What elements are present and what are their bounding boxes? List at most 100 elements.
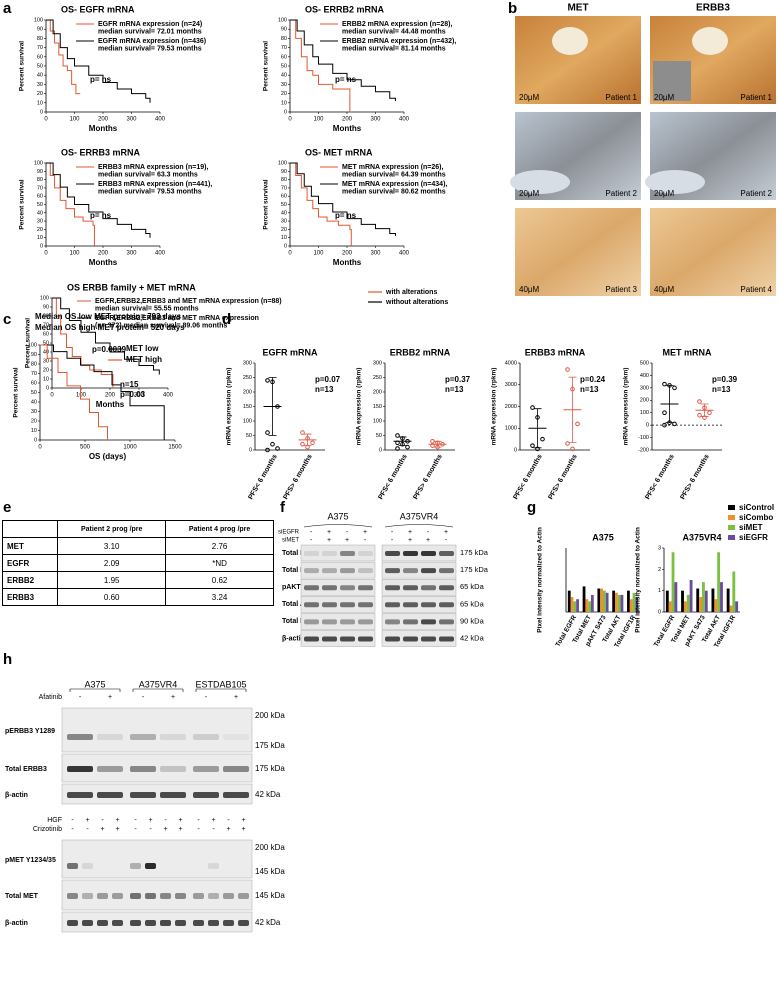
y-tick-label: 90: [281, 27, 287, 33]
legend-label: median survival= 64.39 months: [342, 171, 446, 178]
y-tick-label: 0: [658, 609, 661, 615]
kda-label: 42 kDa: [255, 918, 281, 927]
panel-label: g: [527, 499, 536, 516]
y-tick-label: 300: [640, 385, 649, 391]
survival-curve: [46, 162, 151, 238]
blot-band: [385, 551, 400, 556]
kda-label: 145 kDa: [255, 891, 285, 900]
blot-band: [403, 568, 418, 574]
annotation: p=0.39: [712, 375, 738, 384]
bar: [612, 590, 616, 612]
blot-strip: [381, 596, 457, 613]
blot-band: [193, 792, 219, 798]
data-point: [310, 440, 315, 446]
x-tick-label: 400: [399, 251, 410, 257]
annotation: p=0.24: [580, 375, 606, 384]
y-tick-label: 80: [37, 177, 43, 183]
error-bar: [700, 403, 709, 417]
x-tick-label: 200: [105, 393, 116, 399]
treatment-sign: -: [346, 529, 349, 536]
legend-swatch: [728, 515, 735, 520]
chart-title: A375VR4: [682, 532, 721, 542]
row-label: β-actin: [5, 792, 28, 799]
chart-title: A375: [592, 532, 614, 542]
treatment-sign: +: [115, 826, 119, 833]
y-tick-label: 60: [281, 194, 287, 200]
y-tick-label: 20: [31, 418, 37, 424]
kda-label: 200 kDa: [255, 711, 285, 720]
data-point: [530, 405, 535, 410]
blot-band: [385, 585, 400, 591]
y-tick-label: 80: [281, 177, 287, 183]
treatment-sign: +: [363, 529, 367, 536]
survival-curve: [46, 162, 95, 246]
annotation: p= ns: [335, 75, 357, 84]
column-header: Patient 4 prog /pre: [165, 520, 274, 538]
treatment-label: siMET: [282, 538, 299, 544]
y-tick-label: 0: [284, 243, 287, 249]
y-tick-label: 20: [281, 227, 287, 233]
blot-band: [421, 568, 436, 574]
x-tick-label: PFS< 6 months: [512, 453, 543, 501]
x-tick-label: 200: [342, 117, 353, 123]
blot-band: [322, 585, 337, 591]
blot-band: [67, 734, 93, 740]
y-tick-label: 300: [243, 360, 252, 366]
bar: [696, 588, 700, 612]
y-tick-label: 80: [37, 36, 43, 42]
patient-label: Patient 1: [605, 93, 637, 102]
bar: [699, 597, 702, 612]
bar: [588, 601, 591, 612]
x-tick-label: 1000: [123, 445, 137, 451]
annotation: n=13: [712, 385, 731, 394]
x-tick-label: 100: [313, 251, 324, 257]
treatment-sign: +: [211, 817, 215, 824]
x-axis-label: Months: [333, 258, 362, 267]
y-tick-label: 0: [379, 447, 382, 453]
bar: [620, 594, 624, 612]
y-tick-label: 0: [249, 447, 252, 453]
y-tick-label: 4000: [505, 360, 517, 366]
bar: [605, 592, 609, 612]
blot-band: [304, 602, 319, 608]
treatment-sign: -: [101, 817, 104, 824]
treatment-sign: -: [86, 826, 89, 833]
treatment-sign: -: [197, 826, 200, 833]
data-point: [697, 399, 702, 404]
scale-label: 20μM: [519, 93, 540, 102]
panel-label: d: [222, 311, 231, 328]
y-tick-label: 40: [281, 210, 287, 216]
bar: [732, 571, 736, 612]
y-tick-label: 10: [281, 100, 287, 106]
y-axis-label: Percent survival: [263, 179, 270, 229]
y-tick-label: 100: [373, 418, 382, 424]
table-cell: 2.09: [57, 554, 167, 572]
row-label: pMET Y1234/35: [5, 857, 56, 864]
legend-label: EGFR mRNA expression (n=24): [98, 21, 202, 28]
blot-strip: [381, 544, 457, 562]
bar: [603, 590, 606, 612]
data-point: [672, 421, 677, 427]
treatment-sign: +: [426, 537, 430, 544]
survival-curve: [52, 297, 160, 375]
panel-label: e: [3, 499, 11, 516]
y-tick-label: 40: [37, 73, 43, 79]
table-row: EGFR 2.09 *ND: [1, 554, 274, 572]
blot-strip: [300, 596, 376, 613]
kda-label: 175 kDa: [460, 548, 489, 557]
survival-curve: [290, 19, 396, 101]
data-point: [300, 441, 305, 447]
x-tick-label: 0: [50, 393, 54, 399]
blot-band: [130, 766, 156, 772]
legend-label: ERBB3 mRNA expression (n=19),: [98, 164, 208, 171]
y-tick-label: 80: [31, 361, 37, 367]
blot-band: [208, 920, 219, 926]
treatment-sign: +: [178, 817, 182, 824]
y-tick-label: 0: [34, 437, 37, 443]
treatment-sign: -: [391, 529, 394, 536]
legend-label: EGFR mRNA expression (n=436): [98, 38, 206, 45]
chart-title: ERBB3 mRNA: [525, 347, 586, 357]
y-tick-label: 70: [37, 185, 43, 191]
table-cell: EGFR: [1, 554, 59, 572]
